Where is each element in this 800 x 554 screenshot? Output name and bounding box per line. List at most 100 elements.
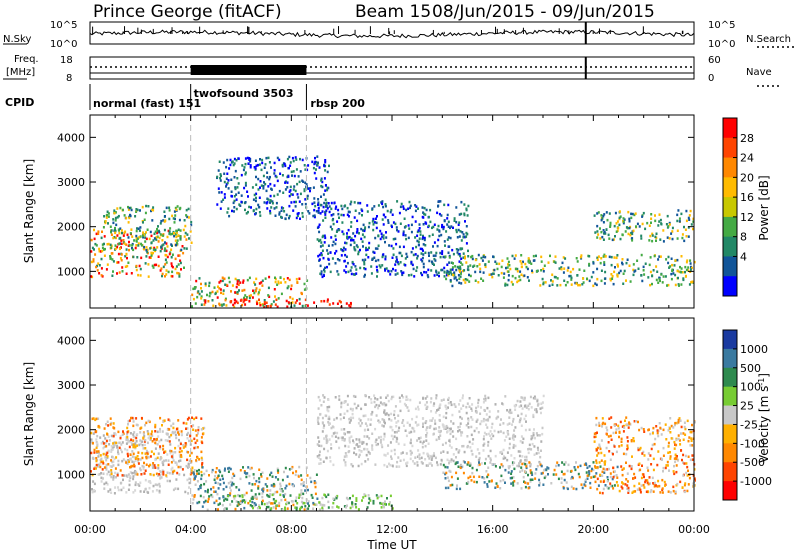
echo-cell [240, 298, 243, 302]
echo-cell [355, 406, 358, 410]
echo-cell [426, 431, 429, 435]
echo-cell [119, 227, 122, 230]
echo-cell [467, 255, 470, 258]
echo-cell [485, 423, 488, 426]
echo-cell [226, 211, 229, 214]
echo-cell [334, 262, 337, 265]
echo-cell [564, 257, 567, 260]
echo-cell [304, 181, 307, 184]
echo-cell [450, 261, 453, 264]
echo-cell [351, 505, 354, 508]
echo-cell [158, 485, 161, 488]
echo-cell [678, 284, 680, 287]
echo-cell [131, 455, 134, 458]
echo-cell [329, 460, 332, 463]
echo-cell [94, 418, 97, 422]
echo-cell [453, 217, 456, 220]
echo-cell [295, 506, 298, 510]
echo-cell [132, 433, 135, 436]
echo-cell [133, 465, 136, 468]
echo-cell [512, 446, 515, 449]
echo-cell [470, 407, 473, 410]
echo-cell [612, 431, 615, 435]
echo-cell [235, 207, 238, 211]
echo-cell [507, 471, 510, 474]
x-tick-label: 16:00 [477, 523, 509, 536]
echo-cell [222, 292, 225, 295]
velocity-plot [90, 318, 696, 512]
echo-cell [425, 426, 428, 429]
echo-cell [115, 236, 117, 240]
echo-cell [410, 250, 413, 254]
echo-cell [609, 223, 612, 227]
echo-cell [488, 415, 491, 419]
echo-cell [683, 421, 686, 424]
echo-cell [118, 446, 121, 450]
echo-cell [445, 273, 448, 277]
echo-cell [327, 506, 330, 509]
echo-cell [315, 168, 317, 171]
echo-cell [258, 480, 261, 484]
echo-cell [530, 435, 533, 438]
echo-cell [690, 439, 693, 442]
echo-cell [489, 461, 492, 464]
echo-cell [671, 230, 674, 233]
echo-cell [259, 304, 262, 307]
echo-cell [168, 471, 171, 475]
echo-cell [117, 486, 119, 489]
echo-cell [263, 301, 266, 304]
echo-cell [297, 475, 300, 478]
echo-cell [120, 239, 123, 242]
echo-cell [326, 186, 329, 190]
echo-cell [349, 243, 352, 247]
echo-cell [219, 207, 222, 210]
echo-cell [374, 259, 377, 263]
echo-cell [155, 472, 158, 476]
echo-cell [378, 264, 381, 267]
echo-cell [354, 265, 357, 268]
echo-cell [291, 465, 294, 469]
echo-cell [452, 459, 455, 463]
echo-cell [325, 204, 328, 208]
echo-cell [117, 450, 119, 454]
echo-cell [240, 194, 243, 197]
echo-cell [509, 476, 512, 480]
echo-cell [232, 482, 235, 486]
echo-cell [239, 469, 242, 472]
echo-cell [510, 454, 513, 457]
echo-cell [391, 256, 394, 259]
echo-cell [274, 295, 276, 298]
echo-cell [513, 257, 516, 260]
echo-cell [246, 156, 249, 160]
echo-cell [101, 243, 104, 246]
echo-cell [584, 478, 587, 482]
echo-cell [203, 482, 206, 486]
echo-cell [273, 484, 276, 488]
echo-cell [593, 435, 596, 439]
echo-cell [592, 284, 595, 288]
echo-cell [667, 441, 670, 445]
echo-cell [457, 267, 460, 270]
echo-cell [111, 252, 114, 255]
echo-cell [151, 434, 154, 438]
echo-cell [528, 402, 531, 406]
echo-cell [128, 206, 131, 210]
echo-cell [227, 276, 230, 280]
echo-cell [368, 452, 371, 455]
echo-cell [649, 256, 652, 259]
echo-cell [222, 303, 225, 306]
echo-cell [355, 268, 358, 271]
echo-cell [316, 497, 319, 500]
echo-cell [287, 501, 290, 505]
echo-cell [427, 454, 430, 457]
echo-cell [424, 403, 427, 407]
echo-cell [243, 470, 246, 473]
echo-cell [406, 461, 409, 464]
echo-cell [322, 256, 325, 260]
echo-cell [416, 230, 419, 234]
echo-cell [391, 225, 393, 229]
echo-cell [444, 427, 447, 430]
echo-cell [643, 430, 646, 433]
echo-cell [278, 501, 281, 505]
echo-cell [211, 470, 214, 474]
